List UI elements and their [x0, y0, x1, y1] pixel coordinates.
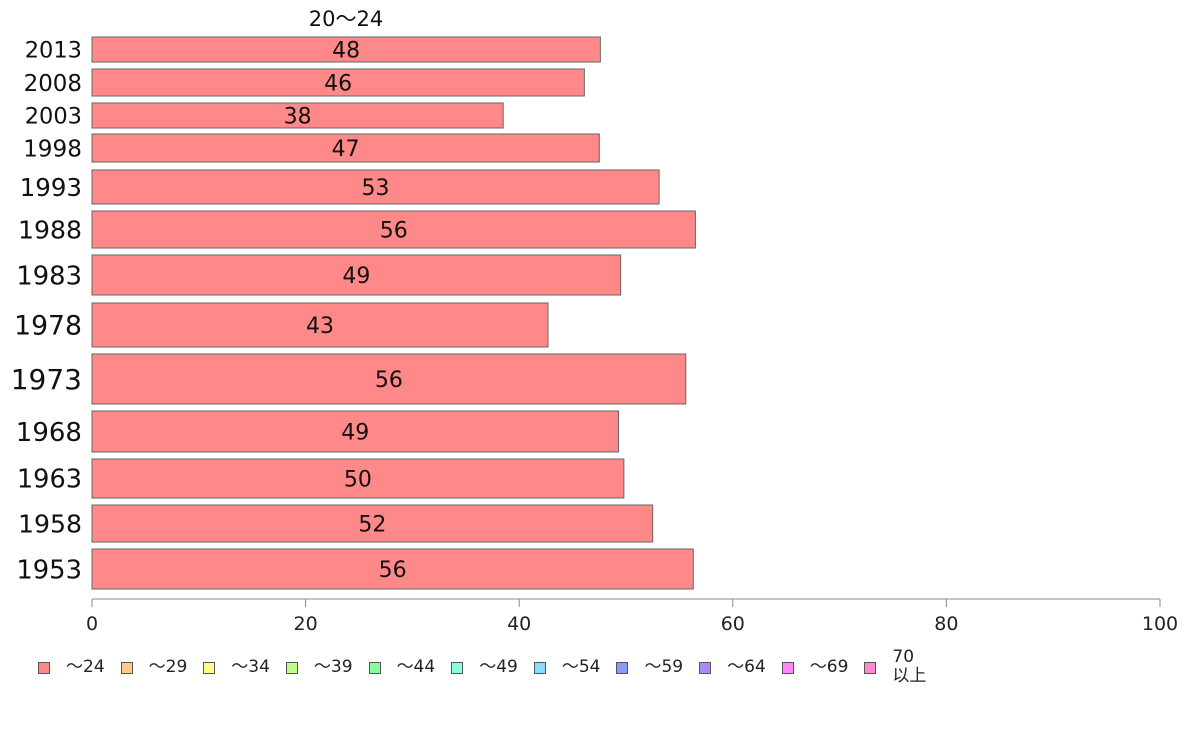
data-label: 53 [362, 176, 390, 201]
y-tick-label: 2013 [25, 38, 82, 64]
legend-swatch [616, 662, 629, 674]
legend-label: 〜29 [148, 657, 188, 677]
bar-1983 [91, 254, 622, 296]
y-tick-label: 1993 [20, 173, 82, 202]
data-label: 56 [375, 368, 403, 393]
legend-swatch [203, 662, 216, 674]
chart-title: 20〜24 [309, 7, 383, 31]
y-tick-label: 1973 [11, 363, 82, 396]
bar-2008 [91, 68, 585, 97]
legend-swatch [699, 662, 712, 674]
data-label: 38 [284, 105, 312, 130]
y-tick-label: 1968 [16, 418, 82, 448]
bar-1958 [91, 504, 654, 543]
y-tick-label: 1963 [17, 465, 82, 495]
legend: 〜24 〜29 〜34 〜39 〜44 〜49 〜54 〜59 〜64 〜69 70 以上 [38, 648, 942, 686]
bar-2013 [91, 36, 601, 63]
legend-swatch [285, 662, 298, 674]
legend-item: 〜54 [533, 648, 601, 677]
legend-item: 〜49 [451, 648, 518, 677]
x-axis: 2013 2008 2003 1998 1993 1988 1983 1978 1973 1968… [11, 38, 1178, 635]
x-tick-label: 80 [934, 613, 958, 635]
bar-1973 [91, 353, 687, 405]
legend-label: 〜59 [644, 657, 684, 677]
bar-1963 [91, 458, 625, 499]
bar-1998 [91, 133, 600, 163]
legend-swatch [38, 662, 50, 674]
legend-item: 〜24 [38, 648, 105, 677]
bar-1988 [91, 210, 696, 249]
x-tick-label: 60 [721, 613, 745, 635]
legend-swatch [451, 662, 464, 674]
legend-label: 〜64 [727, 657, 766, 677]
data-label: 43 [306, 314, 334, 339]
legend-label: 〜54 [561, 657, 601, 677]
data-label: 49 [342, 264, 370, 289]
legend-label: 〜24 [66, 657, 105, 677]
y-tick-label: 2008 [24, 71, 82, 97]
legend-item: 〜39 [285, 648, 353, 677]
y-tick-label: 1978 [14, 311, 82, 342]
legend-swatch [368, 662, 381, 674]
data-label: 46 [324, 72, 352, 97]
y-tick-label: 1983 [16, 261, 82, 291]
legend-swatch [864, 662, 877, 674]
x-tick-label: 100 [1142, 613, 1178, 635]
y-tick-label: 1988 [18, 216, 82, 245]
legend-label: 〜44 [396, 657, 436, 677]
bar-1968 [91, 410, 620, 453]
bar-1978 [91, 302, 549, 348]
legend-label: 〜69 [809, 657, 849, 677]
y-tick-label: 1958 [18, 510, 82, 539]
legend-swatch [120, 662, 133, 674]
data-label: 49 [341, 421, 369, 446]
legend-label: 〜34 [231, 657, 270, 677]
data-label: 47 [332, 137, 360, 162]
legend-item: 〜64 [699, 648, 766, 677]
legend-label: 〜49 [479, 657, 518, 677]
legend-item: 〜29 [120, 648, 188, 677]
legend-item: 〜69 [781, 648, 849, 677]
legend-item: 70 以上 [864, 648, 926, 686]
y-tick-label: 1953 [16, 555, 82, 585]
legend-item: 〜34 [203, 648, 270, 677]
y-tick-label: 2003 [25, 104, 82, 130]
x-tick-label: 20 [294, 613, 318, 635]
x-tick-label: 40 [507, 613, 531, 635]
bar-2003 [91, 102, 504, 129]
data-label: 48 [332, 39, 360, 64]
legend-item: 〜44 [368, 648, 436, 677]
legend-swatch [533, 662, 546, 674]
bar-1993 [91, 169, 660, 205]
data-label: 56 [379, 558, 407, 583]
data-label: 52 [358, 513, 386, 538]
data-label: 56 [380, 219, 408, 244]
y-tick-label: 1998 [23, 136, 82, 162]
legend-label: 70 以上 [892, 647, 927, 686]
bar-1953 [91, 548, 694, 590]
legend-swatch [781, 662, 794, 674]
legend-label: 〜39 [313, 657, 353, 677]
legend-item: 〜59 [616, 648, 683, 677]
x-tick-label: 0 [86, 613, 98, 635]
data-label: 50 [344, 468, 372, 493]
